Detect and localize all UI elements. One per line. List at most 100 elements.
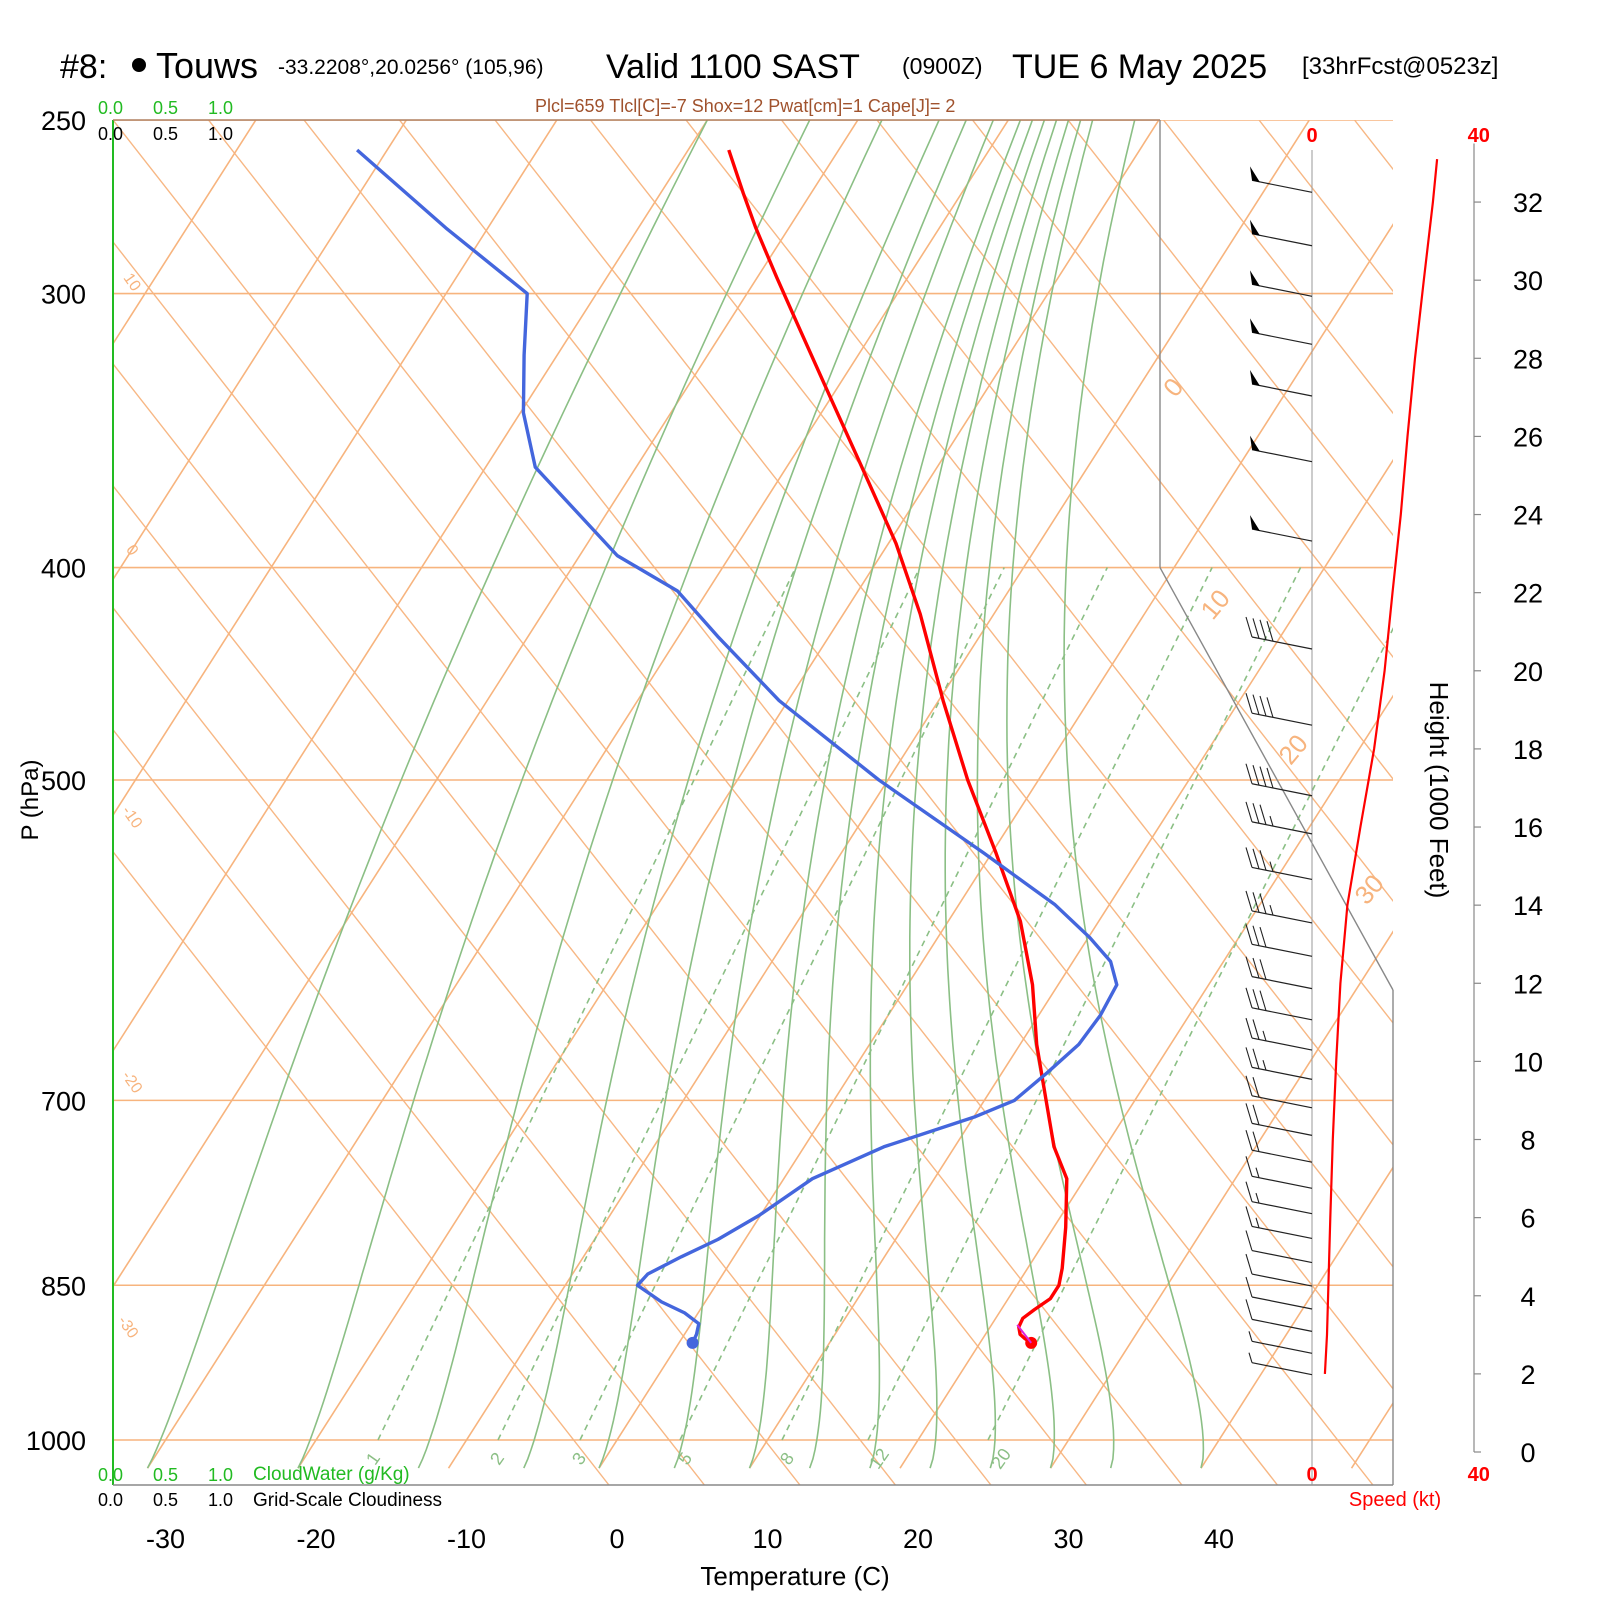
wind-barb	[1245, 1156, 1313, 1189]
wind-barb-shaft	[1251, 943, 1313, 957]
wind-barb-full	[1252, 1048, 1260, 1069]
wind-barb-full	[1259, 990, 1267, 1011]
wind-barb-full	[1252, 989, 1260, 1010]
wind-barb	[1245, 1276, 1313, 1310]
pressure-tick-label: 1000	[26, 1426, 86, 1456]
wind-barb-shaft	[1251, 1037, 1313, 1051]
wind-barb-shaft	[1251, 783, 1313, 797]
header-prefix: #8:	[60, 48, 107, 86]
cloudiness-tick-bottom-2: 1.0	[208, 1490, 233, 1510]
wind-barb-full	[1252, 957, 1260, 979]
wind-barb-shaft	[1251, 331, 1313, 345]
wind-barb-flag	[1250, 219, 1260, 236]
valid-zulu: (0900Z)	[902, 53, 983, 79]
wind-barb-full	[1245, 956, 1253, 977]
cloud-scale-top: 0.0 0.5 1.0 0.0 0.5 1.0	[98, 98, 233, 144]
cloudwater-tick-top-2: 1.0	[208, 98, 233, 118]
wind-barb-shaft	[1251, 1273, 1313, 1287]
mixing-ratio-line-12	[867, 567, 1302, 1441]
wind-barb-shaft	[1251, 1095, 1313, 1109]
wind-barb-full	[1252, 1131, 1260, 1152]
wind-barb	[1245, 693, 1313, 726]
wind-barb-flag	[1250, 435, 1260, 452]
height-tick-label: 26	[1513, 422, 1543, 452]
isotherm-10	[748, 458, 1393, 1469]
forecast-info: [33hrFcst@0523z]	[1302, 53, 1498, 80]
moist-adiabat-11	[976, 120, 1082, 1469]
wind-barb	[1250, 369, 1313, 397]
wind-barb-shaft	[1251, 1149, 1313, 1163]
moist-adiabat-3	[523, 120, 940, 1469]
wind-barb	[1245, 1130, 1313, 1163]
wind-barb	[1245, 847, 1313, 881]
wind-barb	[1245, 616, 1313, 650]
moist-adiabat-0	[146, 120, 709, 1469]
moist-adiabat-10	[944, 120, 1070, 1469]
right-frame-diagonal	[1159, 567, 1394, 991]
dry-adiabat-orange--4	[113, 606, 801, 1485]
wind-barb	[1245, 1017, 1313, 1051]
mixing-ratio-line-8	[781, 567, 1213, 1441]
wind-barb-full	[1252, 1019, 1260, 1040]
wind-barb-full	[1245, 801, 1253, 823]
wind-barb-shaft	[1251, 449, 1313, 463]
wind-barb	[1250, 166, 1313, 193]
isotherm-30	[1049, 930, 1393, 1469]
wind-barb-full	[1252, 803, 1260, 824]
wind-barb-shaft	[1251, 1225, 1313, 1240]
pressure-axis-label: P (hPa)	[17, 760, 44, 841]
cloudiness-tick-top-1: 0.5	[153, 124, 178, 144]
wind-barb-full	[1259, 893, 1267, 914]
wind-barb-full	[1245, 1103, 1253, 1124]
wind-barb	[1250, 435, 1313, 463]
dry-adiabat-orange-3	[398, 120, 1393, 1390]
cloudiness-tick-top-2: 1.0	[208, 124, 233, 144]
height-tick-label: 32	[1513, 188, 1543, 218]
wind-barb	[1245, 1299, 1313, 1332]
wind-barb-full	[1245, 1181, 1253, 1202]
dry-adiabat-orange--1	[113, 240, 1087, 1485]
moist-adiabat-12	[1006, 120, 1115, 1469]
wind-barb-full	[1252, 1104, 1260, 1125]
cloud-scale-bottom: 0.0 0.5 1.0 CloudWater (g/Kg) 0.0 0.5 1.…	[98, 1464, 442, 1511]
wind-barb-shaft	[1251, 283, 1313, 297]
wind-barb-half	[1269, 861, 1274, 872]
mixing-ratio-line-5	[679, 567, 1109, 1441]
temperature-tick-label: 10	[752, 1524, 782, 1554]
wind-barb-full	[1245, 693, 1253, 714]
dewpoint-line	[355, 148, 1119, 1344]
cloudiness-tick-top-0: 0.0	[98, 124, 123, 144]
wind-barb-full	[1266, 621, 1274, 642]
height-tick-label: 10	[1513, 1047, 1543, 1077]
plot-frame	[112, 119, 1394, 1486]
wind-barb-half	[1269, 815, 1274, 827]
dry-adiabat-orange-8	[876, 120, 1393, 781]
moist-adiabat-7	[808, 120, 1034, 1469]
valid-date: TUE 6 May 2025	[1012, 48, 1267, 86]
wind-barb-shaft	[1251, 233, 1313, 247]
height-tick-label: 22	[1513, 579, 1543, 609]
speed-tick-top: 40	[1468, 125, 1490, 147]
wind-barb	[1250, 270, 1313, 297]
isotherm--40	[113, 120, 859, 1289]
isotherm--30	[146, 120, 1010, 1469]
chart-header: #8: Touws -33.2208°,20.0256° (105,96) Va…	[60, 45, 1498, 116]
wind-barb-full	[1252, 694, 1260, 715]
dry-adiabat-orange-2	[303, 120, 1374, 1485]
wind-barb	[1245, 763, 1313, 797]
wind-barb-full	[1259, 804, 1267, 825]
station-name: Touws	[156, 45, 258, 86]
dry-adiabat-orange--3	[113, 484, 896, 1485]
moist-adiabat-2	[417, 120, 883, 1469]
dry-adiabat-orange-11	[1162, 120, 1393, 415]
wind-barb-full	[1245, 1156, 1253, 1177]
moist-adiabat-9	[909, 120, 1058, 1469]
temperature-tick-label: 40	[1204, 1524, 1234, 1554]
wind-speed-line	[1323, 158, 1439, 1374]
height-tick-label: 18	[1513, 735, 1543, 765]
wind-barb-full	[1245, 616, 1253, 638]
pressure-tick-label: 300	[41, 280, 86, 310]
wind-barb-full	[1245, 1130, 1253, 1151]
wind-barb-full	[1252, 848, 1260, 869]
